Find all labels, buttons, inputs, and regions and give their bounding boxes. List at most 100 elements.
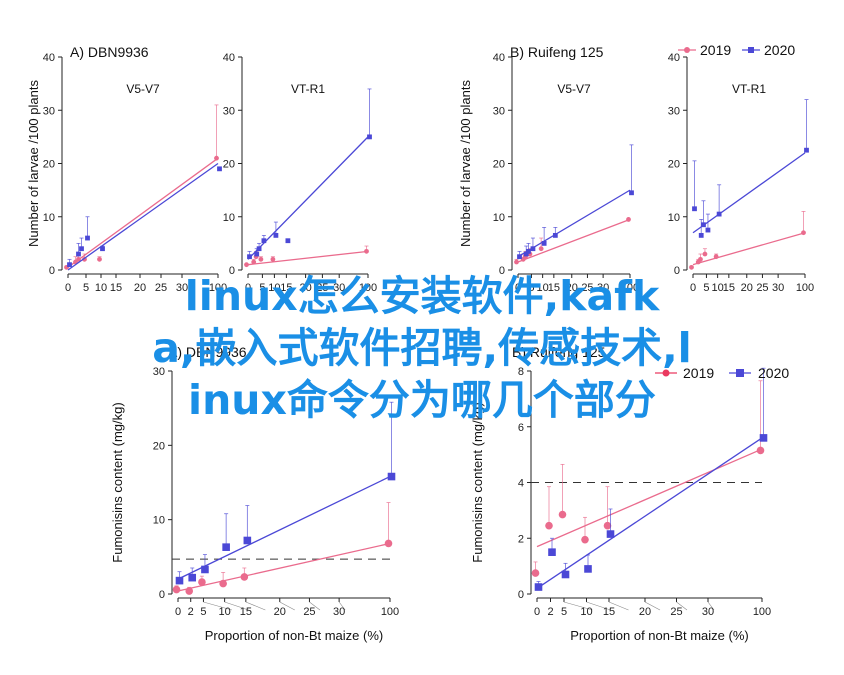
panel-label: B) Ruifeng 125 (512, 344, 606, 360)
x-tick-leader (245, 601, 266, 611)
data-point (67, 262, 72, 268)
x-tick-label: 5 (83, 282, 89, 294)
y-tick-label: 20 (43, 159, 55, 171)
data-point (548, 548, 556, 556)
y-tick-label: 40 (493, 52, 505, 64)
subplot-title: V5-V7 (126, 82, 160, 96)
data-point (188, 573, 197, 582)
y-tick-label: 10 (493, 212, 505, 224)
y-axis-label: Fumonisins content (mg/kg) (470, 402, 485, 562)
trend-line (247, 250, 369, 266)
x-tick-label: 10 (95, 282, 107, 294)
data-point (219, 579, 227, 588)
y-tick-label: 0 (674, 265, 680, 277)
data-point (273, 232, 279, 238)
legend-2019-label: 2019 (683, 365, 714, 381)
x-tick-label: 10 (712, 282, 724, 294)
y-tick-label: 30 (668, 105, 680, 117)
data-point (689, 264, 694, 270)
panel-label: A) DBN9936 (70, 44, 149, 60)
x-tick-label: 15 (548, 282, 560, 294)
panel-label: B) Ruifeng 125 (510, 44, 604, 60)
x-tick-label: 30 (176, 282, 188, 294)
series-2020 (534, 367, 768, 591)
data-point (222, 543, 230, 551)
data-point (552, 232, 558, 238)
trend-line (536, 448, 763, 548)
x-tick-label: 25 (581, 282, 593, 294)
x-tick-label: 0 (534, 606, 540, 618)
x-tick-label: 30 (333, 606, 345, 618)
data-point (561, 570, 570, 579)
series-2019 (64, 104, 219, 270)
y-tick-label: 30 (223, 105, 235, 117)
trend-line (177, 475, 391, 580)
data-point (804, 147, 809, 153)
data-point (97, 256, 102, 262)
data-point (270, 256, 276, 262)
data-point (285, 238, 291, 244)
legend-2020-marker (748, 47, 754, 53)
x-tick-label: 20 (566, 282, 578, 294)
x-axis-label: Proportion of non-Bt maize (%) (205, 628, 383, 643)
data-point (558, 510, 567, 519)
data-point (629, 190, 634, 196)
data-point (514, 259, 519, 265)
x-tick-label: 25 (670, 606, 682, 618)
x-tick-label: 20 (639, 606, 651, 618)
data-point (247, 254, 252, 260)
data-point (584, 565, 592, 573)
data-point (258, 256, 264, 262)
data-point (198, 578, 206, 586)
trend-line (692, 232, 806, 266)
data-point (606, 530, 615, 538)
y-tick-label: 0 (229, 265, 235, 277)
data-point (626, 217, 631, 222)
trend-line (536, 437, 763, 589)
y-tick-label: 30 (493, 105, 505, 117)
data-point (251, 259, 257, 265)
data-point (545, 521, 553, 530)
subplot-title: VT-R1 (291, 82, 325, 96)
data-point (702, 251, 708, 257)
legend-2019-marker (662, 369, 670, 377)
data-point (801, 230, 806, 236)
y-tick-label: 4 (518, 478, 524, 490)
x-tick-leader (608, 601, 629, 611)
x-tick-label: 30 (702, 606, 714, 618)
x-tick-label: 100 (796, 282, 814, 294)
x-tick-label: 25 (303, 606, 315, 618)
x-tick-label: 0 (245, 282, 251, 294)
y-tick-label: 10 (223, 212, 235, 224)
data-point (76, 256, 81, 262)
x-tick-label: 2 (547, 606, 553, 618)
x-tick-label: 10 (580, 606, 592, 618)
data-point (517, 254, 522, 260)
trend-line (517, 189, 631, 258)
x-tick-leader (676, 601, 688, 611)
x-axis-label: Proportion of non-Bt maize (%) (570, 628, 748, 643)
data-point (698, 232, 704, 238)
y-tick-label: 40 (668, 52, 680, 64)
series-2020 (175, 401, 396, 585)
subplot-title: VT-R1 (732, 82, 766, 96)
x-tick-label: 5 (259, 282, 265, 294)
data-point (79, 246, 84, 252)
series-2020 (67, 162, 222, 271)
y-tick-label: 6 (518, 422, 524, 434)
data-point (692, 206, 697, 212)
data-point (541, 240, 547, 246)
data-point (534, 583, 543, 591)
data-point (759, 434, 768, 442)
series-2019 (172, 502, 393, 595)
x-tick-label: 100 (381, 606, 399, 618)
data-point (76, 251, 81, 257)
legend-2020-label: 2020 (758, 365, 789, 381)
x-tick-label: 15 (723, 282, 735, 294)
series-2019 (689, 211, 806, 270)
trend-line (517, 218, 631, 263)
data-point (240, 573, 249, 581)
